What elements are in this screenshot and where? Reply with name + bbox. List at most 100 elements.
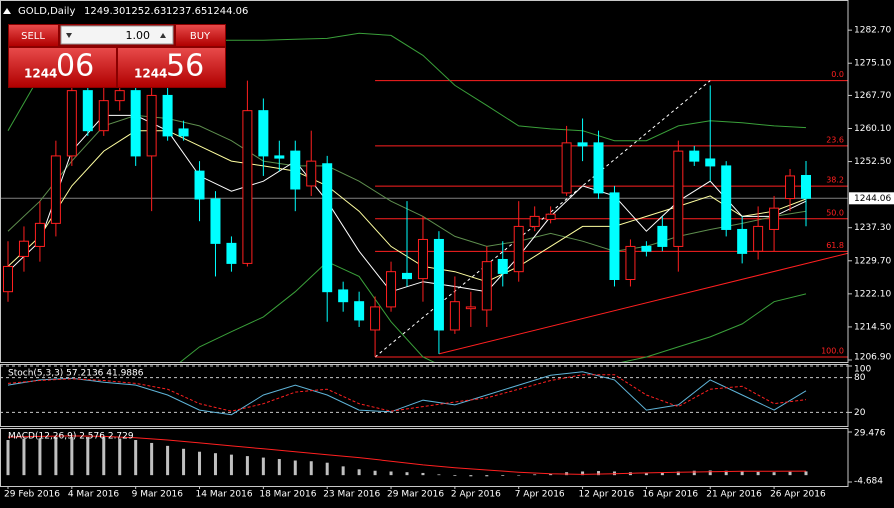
bid-small[interactable]: 06 — [56, 49, 94, 84]
macd-bar — [134, 440, 138, 476]
candle-body — [98, 100, 109, 132]
indicator-line — [179, 261, 807, 362]
bid-box[interactable] — [9, 48, 116, 87]
candle-body — [370, 306, 381, 331]
symbol-icon — [3, 8, 11, 14]
candle-body — [290, 150, 301, 190]
candle-body — [258, 110, 269, 157]
macd-bar — [341, 466, 345, 476]
x-tick-label: 26 Apr 2016 — [770, 490, 826, 500]
lot-up[interactable] — [160, 33, 166, 38]
candle-body — [689, 150, 700, 162]
candle-body — [641, 245, 652, 252]
y-tick-label: 1275.10 — [854, 59, 891, 69]
panel — [0, 365, 848, 416]
macd-bar — [261, 457, 265, 476]
candle-body — [465, 306, 476, 310]
macd-bar — [708, 470, 712, 476]
candle-body — [657, 225, 668, 247]
macd-title: MACD(12,26,9) 2.576 2.729 — [8, 432, 134, 442]
macd-bar — [740, 471, 744, 476]
candle-body — [114, 90, 125, 102]
fibo-level-label: 0.0 — [831, 70, 844, 79]
sell-label[interactable]: SELL — [21, 31, 45, 42]
macd-bar — [229, 454, 233, 476]
ask-big[interactable]: 1244 — [134, 67, 167, 81]
bid-big[interactable]: 1244 — [24, 67, 57, 81]
candle-body — [529, 215, 540, 227]
y-tick-label: 1214.50 — [854, 322, 891, 332]
candle-body — [226, 242, 237, 264]
y-tick-label: 80 — [854, 373, 866, 383]
header-open: 1249.30 — [84, 6, 125, 17]
macd-bar — [182, 448, 186, 476]
x-tick-label: 29 Feb 2016 — [4, 490, 60, 500]
frame — [0, 0, 849, 487]
candle-body — [274, 155, 285, 159]
macd-bar — [118, 438, 122, 476]
candle-body — [322, 163, 333, 293]
candle-body — [354, 301, 365, 321]
macd-bar — [150, 442, 154, 476]
macd-panel-border — [0, 428, 849, 487]
candle-body — [34, 222, 45, 247]
fibo-level-label: 61.8 — [826, 241, 844, 250]
macd-bar — [501, 475, 505, 476]
x-tick-label: 21 Apr 2016 — [706, 490, 762, 500]
macd-bar — [198, 451, 202, 476]
stoch-line — [7, 371, 807, 416]
macd-bar — [804, 471, 808, 476]
candle-body — [306, 160, 317, 187]
candle-body — [737, 228, 748, 254]
macd-bar — [405, 472, 409, 476]
main-panel-border — [0, 0, 849, 363]
candle-body — [402, 272, 412, 280]
lot-value[interactable]: 1.00 — [126, 29, 151, 42]
y-tick-label: 1252.50 — [854, 157, 891, 167]
macd-bar — [676, 471, 680, 476]
candle-body — [338, 289, 349, 303]
current-price-label: 1244.06 — [854, 194, 891, 204]
macd-bar — [38, 438, 42, 476]
current-price-box — [849, 192, 894, 205]
macd-bar — [245, 456, 249, 476]
y-tick-label: 29.476 — [854, 429, 886, 439]
fibo-level-label: 38.2 — [826, 176, 844, 185]
candle-body — [545, 213, 556, 220]
lot-field[interactable] — [60, 25, 174, 45]
y-tick-label: 20 — [854, 408, 866, 418]
lot-down[interactable] — [66, 33, 72, 38]
x-tick-label: 12 Apr 2016 — [579, 490, 635, 500]
panel: 0.0 23.6 38.2 50.0 61.8 100.0 — [0, 32, 848, 362]
macd-bar — [437, 474, 441, 476]
ask-box[interactable] — [118, 48, 225, 87]
candle-body — [593, 142, 604, 194]
candle-body — [50, 155, 61, 224]
macd-bar — [485, 475, 489, 477]
candle-body — [130, 90, 141, 157]
y-tick-label: 100 — [854, 365, 871, 375]
macd-bar — [597, 471, 601, 476]
macd-bar — [22, 438, 26, 476]
candle-body — [753, 225, 764, 252]
candle-body — [785, 175, 796, 200]
y-tick-label: 1229.70 — [854, 256, 891, 266]
macd-bar — [644, 472, 648, 476]
macd-bar — [102, 437, 106, 476]
y-tick-label: 1237.30 — [854, 223, 891, 233]
candle-body — [561, 142, 572, 194]
macd-bar — [724, 470, 728, 476]
macd-bar — [325, 462, 329, 476]
y-tick-label: 1222.10 — [854, 289, 891, 299]
x-tick-label: 9 Mar 2016 — [132, 490, 184, 500]
stoch-line — [7, 374, 807, 412]
buy-label[interactable]: BUY — [190, 31, 211, 42]
x-tick-label: 2 Apr 2016 — [451, 490, 501, 500]
indicator-line — [7, 114, 807, 293]
sell-button[interactable] — [9, 25, 58, 46]
candle-body — [18, 240, 29, 257]
trendline — [438, 252, 848, 355]
ask-small[interactable]: 56 — [166, 49, 204, 84]
buy-button[interactable] — [176, 25, 225, 46]
candle-body — [625, 245, 636, 280]
